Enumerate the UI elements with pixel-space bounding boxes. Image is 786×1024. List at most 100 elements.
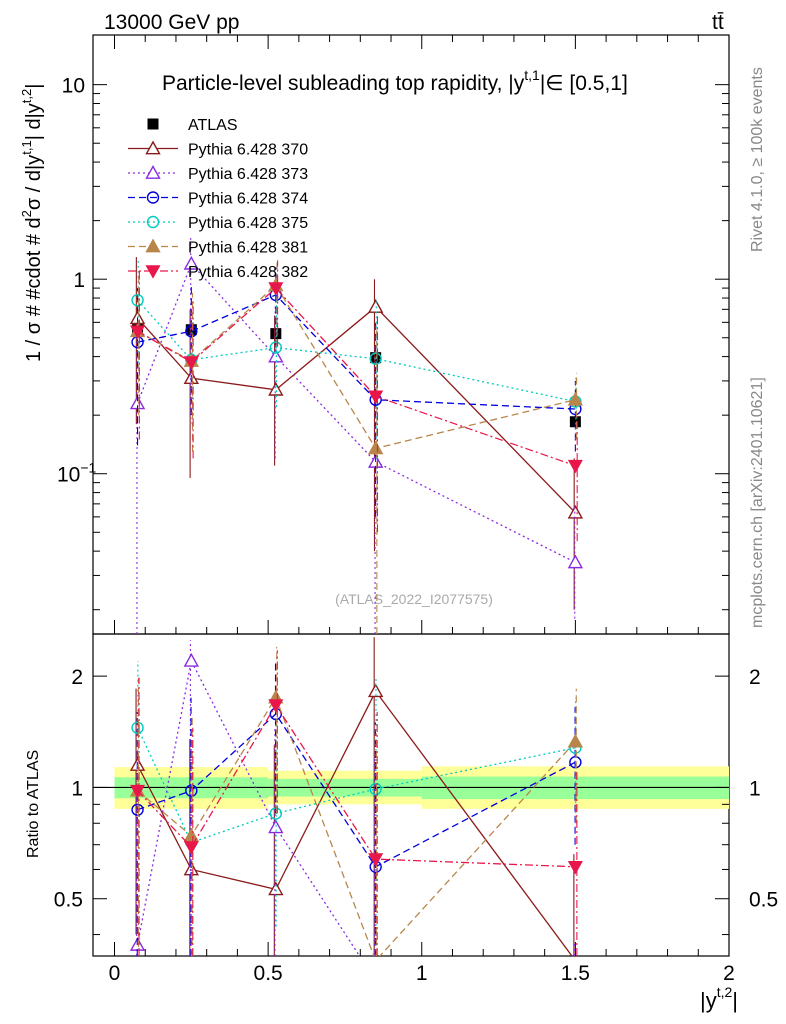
legend-label: Pythia 6.428 370 — [188, 142, 308, 159]
ylabel-part-b: 2 — [19, 210, 34, 217]
main-title-sup: t,1 — [524, 67, 540, 83]
main-point-pythia-6-428-381 — [567, 391, 584, 406]
main-series-pythia-6-428-381 — [129, 260, 584, 634]
main-point-pythia-6-428-373 — [567, 554, 584, 569]
main-point-pythia-6-428-382 — [567, 459, 583, 474]
ratio-line-pythia-6-428-373 — [136, 658, 361, 956]
source-label: mcplots.cern.ch [arXiv:2401.10621] — [749, 377, 766, 628]
main-point-atlas — [569, 416, 581, 428]
ratio-y-axis-label: Ratio to ATLAS — [25, 750, 42, 858]
main-y-tick-label: 10−1 — [57, 460, 97, 487]
legend-label: Pythia 6.428 381 — [188, 240, 308, 257]
x-tick-label: 1 — [416, 962, 428, 985]
legend-marker — [146, 191, 160, 204]
main-title-tail: |∈ [0.5,1] — [540, 72, 628, 95]
main-point-atlas — [185, 324, 197, 336]
legend-label: ATLAS — [188, 117, 238, 134]
ratio-y-tick-label-right: 2 — [749, 666, 761, 689]
legend-item-pythia-6-428-382: Pythia 6.428 382 — [128, 264, 308, 281]
main-series-pythia-6-428-374 — [131, 267, 582, 517]
main-point-pythia-6-428-382 — [183, 356, 199, 370]
legend-label: Pythia 6.428 375 — [188, 215, 308, 232]
x-tick-label: 1.5 — [561, 962, 590, 985]
main-line-pythia-6-428-374 — [137, 294, 576, 410]
legend: ATLAS Pythia 6.428 370 Pythia 6.428 373 Pyt… — [128, 117, 308, 281]
main-point-pythia-6-428-381 — [367, 440, 384, 455]
x-tick-label: 0 — [109, 962, 121, 985]
main-point-pythia-6-428-370 — [567, 504, 584, 519]
legend-item-pythia-6-428-374: Pythia 6.428 374 — [128, 191, 308, 208]
ratio-line-pythia-6-428-375 — [136, 727, 576, 844]
ratio-point-pythia-6-428-375 — [131, 721, 144, 734]
main-title: Particle-level subleading top rapidity, … — [162, 67, 628, 95]
main-line-pythia-6-428-370 — [137, 306, 576, 514]
main-series-group — [129, 236, 584, 634]
ylabel-part-e: | d|y — [23, 103, 45, 140]
ratio-series-pythia-6-428-382 — [130, 650, 583, 956]
ratio-point-pythia-6-428-370 — [268, 881, 284, 896]
energy-label: 13000 GeV pp — [104, 11, 239, 34]
main-line-pythia-6-428-375 — [137, 299, 576, 403]
ratio-series-pythia-6-428-381 — [129, 646, 584, 956]
ratio-y-tick-label: 0.5 — [54, 889, 83, 912]
main-series-pythia-6-428-382 — [130, 260, 583, 542]
main-point-pythia-6-428-382 — [268, 282, 284, 296]
ratio-point-pythia-6-428-375 — [369, 782, 382, 796]
main-point-pythia-6-428-374 — [185, 325, 198, 338]
main-point-pythia-6-428-373 — [268, 348, 284, 363]
legend-marker — [145, 140, 161, 155]
main-series-pythia-6-428-375 — [131, 260, 582, 459]
main-point-pythia-6-428-373 — [183, 255, 200, 270]
legend-label: Pythia 6.428 373 — [188, 166, 308, 183]
main-title-text: Particle-level subleading top rapidity, … — [162, 72, 525, 95]
legend-marker — [147, 118, 159, 130]
tick-exponent: −1 — [80, 460, 96, 476]
ratio-point-pythia-6-428-373 — [183, 652, 200, 667]
ratio-y-tick-label-right: 1 — [749, 777, 761, 800]
main-point-pythia-6-428-382 — [130, 325, 146, 339]
legend-marker — [145, 165, 161, 179]
main-line-pythia-6-428-373 — [136, 262, 576, 563]
x-tick-label: 2 — [723, 962, 735, 985]
main-series-pythia-6-428-370 — [129, 257, 584, 610]
main-series-pythia-6-428-373 — [129, 236, 584, 634]
legend-label: Pythia 6.428 382 — [188, 264, 308, 281]
main-line-pythia-6-428-382 — [137, 287, 576, 467]
legend-item-atlas: ATLAS — [147, 117, 238, 134]
xlabel-tail: | — [732, 988, 738, 1013]
main-y-tick-label: 10 — [62, 75, 85, 98]
ratio-point-pythia-6-428-382 — [368, 853, 384, 867]
process-label: tt̄ — [712, 11, 724, 34]
ratio-series-group — [129, 637, 584, 956]
rivet-label: Rivet 4.1.0, ≥ 100k events — [749, 67, 766, 252]
ratio-point-pythia-6-428-382 — [268, 699, 284, 713]
main-y-axis-label: 1 / σ # #cdot # d2σ / d|yt,1| d|yt,2| — [19, 84, 45, 362]
ratio-uncertainty-bands — [93, 766, 729, 809]
legend-item-pythia-6-428-375: Pythia 6.428 375 — [128, 215, 308, 232]
tick-base: 10 — [57, 464, 80, 487]
ratio-point-pythia-6-428-382 — [567, 860, 583, 875]
x-tick-label: 0.5 — [254, 962, 283, 985]
xlabel-text: |y — [700, 988, 717, 1013]
legend-marker — [145, 238, 161, 253]
xlabel-sup: t,2 — [717, 984, 733, 1000]
main-point-pythia-6-428-375 — [269, 341, 283, 354]
main-line-pythia-6-428-381 — [137, 284, 576, 450]
ratio-point-pythia-6-428-381 — [567, 733, 584, 748]
ylabel-part-d: t,1 — [19, 140, 34, 154]
x-axis-label: |yt,2| — [700, 984, 738, 1013]
ylabel-part-c: σ / d|y — [23, 155, 45, 210]
ratio-y-tick-label-right: 0.5 — [749, 889, 778, 912]
ylabel-part-f: t,2 — [19, 89, 34, 103]
legend-marker — [146, 215, 160, 229]
legend-item-pythia-6-428-381: Pythia 6.428 381 — [128, 238, 308, 257]
main-y-tick-label: 1 — [73, 269, 85, 292]
main-point-pythia-6-428-382 — [368, 390, 384, 405]
ylabel-part-a: 1 / σ # #cdot # d — [23, 217, 45, 362]
ratio-point-pythia-6-428-375 — [269, 807, 283, 820]
legend-item-pythia-6-428-373: Pythia 6.428 373 — [128, 165, 308, 183]
main-point-pythia-6-428-375 — [369, 352, 382, 365]
legend-item-pythia-6-428-370: Pythia 6.428 370 — [128, 140, 308, 159]
main-point-pythia-6-428-370 — [367, 299, 384, 313]
